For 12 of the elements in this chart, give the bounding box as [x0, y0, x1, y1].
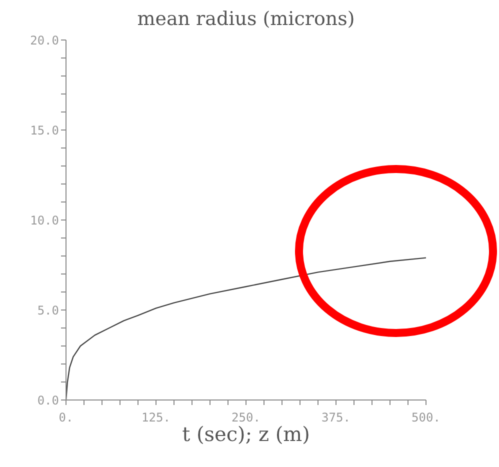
y-tick-label: 10.0	[30, 213, 59, 228]
y-tick-label: 5.0	[37, 303, 59, 318]
x-tick-label: 250.	[232, 410, 260, 425]
y-tick-label: 0.0	[37, 393, 59, 408]
x-tick-label: 375.	[322, 410, 350, 425]
y-tick-label: 15.0	[30, 123, 59, 138]
chart-title: mean radius (microns)	[136, 8, 356, 30]
x-tick-label: 0.	[58, 410, 74, 425]
y-tick-label: 20.0	[30, 33, 59, 48]
x-axis-title: t (sec); z (m)	[182, 422, 310, 446]
x-tick-label: 500.	[412, 410, 440, 425]
x-tick-label: 125.	[142, 410, 170, 425]
